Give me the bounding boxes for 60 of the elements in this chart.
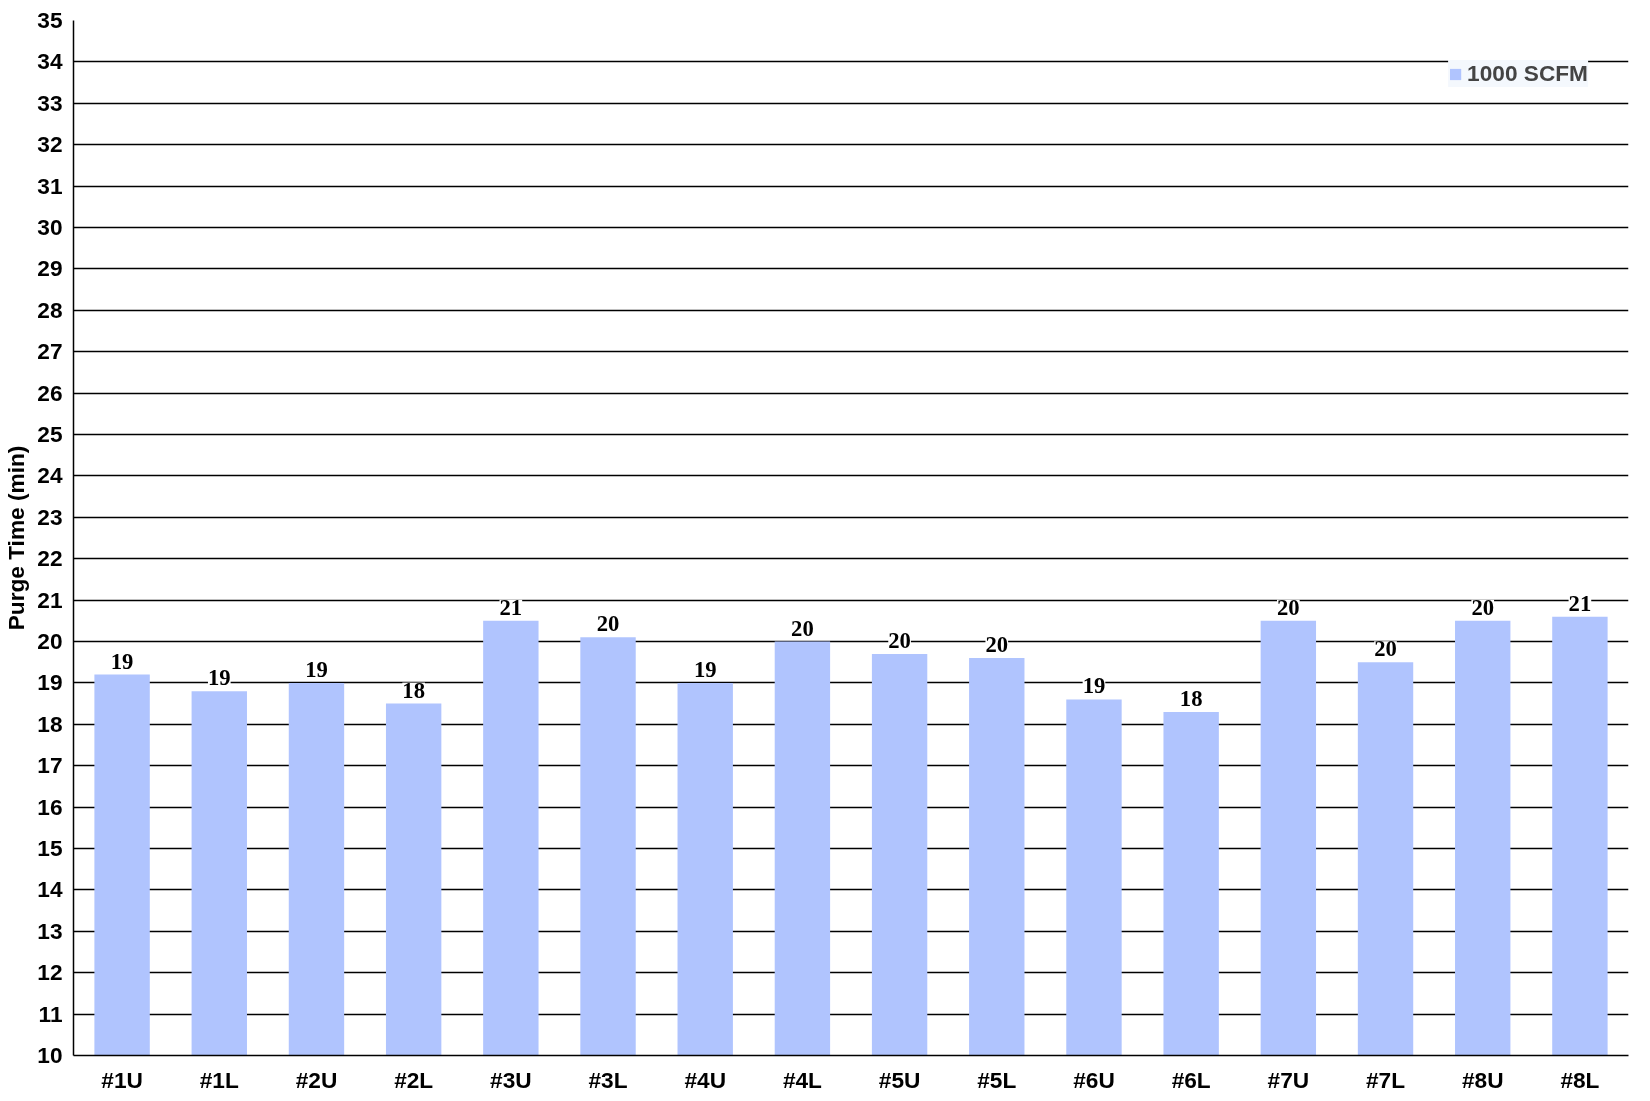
data-label: 19 <box>693 656 717 682</box>
y-tick-label: 22 <box>37 545 63 572</box>
y-tick-label: 16 <box>37 793 63 820</box>
y-tick-label: 30 <box>37 214 63 240</box>
data-label: 20 <box>791 615 814 641</box>
y-tick-label: 15 <box>37 835 63 861</box>
x-tick-label: #3U <box>490 1066 532 1093</box>
data-label: 20 <box>1471 594 1495 620</box>
legend-label: 1000 SCFM <box>1467 60 1588 87</box>
x-tick-label: #2L <box>394 1066 434 1093</box>
x-tick-label: #5L <box>977 1066 1017 1093</box>
x-tick-label: #6U <box>1073 1066 1115 1093</box>
y-tick-label: 33 <box>37 89 63 116</box>
x-tick-label: #7L <box>1366 1066 1406 1093</box>
y-tick-label: 18 <box>37 710 63 737</box>
data-label: 20 <box>1374 636 1397 662</box>
data-label: 20 <box>985 632 1009 658</box>
y-tick-label: 24 <box>37 462 63 489</box>
y-tick-label: 29 <box>37 255 63 282</box>
y-tick-label: 27 <box>37 338 63 365</box>
y-tick-label: 19 <box>37 669 63 696</box>
y-tick-label: 13 <box>37 917 63 944</box>
data-label: 19 <box>305 656 328 682</box>
data-label: 19 <box>207 665 231 691</box>
x-tick-label: #8U <box>1461 1066 1504 1093</box>
y-tick-label: 21 <box>37 586 63 613</box>
y-tick-label: 17 <box>37 752 63 779</box>
x-tick-label: #2U <box>295 1066 338 1093</box>
data-label: 19 <box>110 648 134 674</box>
x-tick-label: #1L <box>199 1066 239 1093</box>
y-tick-label: 32 <box>37 131 63 158</box>
data-label: 20 <box>888 627 911 653</box>
data-label: 18 <box>1179 685 1203 711</box>
data-label: 20 <box>596 611 620 637</box>
x-tick-label: #8L <box>1560 1066 1600 1093</box>
y-tick-label: 34 <box>37 48 63 75</box>
y-tick-label: 23 <box>37 503 63 530</box>
x-tick-label: #1U <box>101 1066 143 1093</box>
y-tick-label: 25 <box>37 421 63 447</box>
data-label: 20 <box>1277 594 1300 620</box>
y-tick-label: 11 <box>38 1000 63 1027</box>
y-tick-label: 31 <box>37 172 63 199</box>
y-tick-label: 20 <box>37 628 63 654</box>
y-tick-label: 10 <box>37 1042 63 1068</box>
x-tick-label: #7U <box>1267 1066 1310 1093</box>
x-tick-label: #4U <box>684 1066 726 1093</box>
x-tick-label: #6L <box>1171 1066 1211 1093</box>
y-tick-label: 35 <box>37 7 63 33</box>
y-tick-label: 12 <box>37 959 63 986</box>
x-tick-label: #3L <box>588 1066 628 1093</box>
y-tick-label: 14 <box>37 876 63 903</box>
y-axis-title: Purge Time (min) <box>3 445 30 631</box>
x-tick-label: #5U <box>878 1066 921 1093</box>
data-label: 18 <box>402 677 425 703</box>
y-tick-label: 28 <box>37 296 63 323</box>
x-tick-label: #4L <box>782 1066 823 1093</box>
data-label: 21 <box>1568 590 1592 616</box>
data-label: 19 <box>1082 673 1106 699</box>
y-tick-label: 26 <box>37 379 63 406</box>
data-label: 21 <box>499 594 523 620</box>
